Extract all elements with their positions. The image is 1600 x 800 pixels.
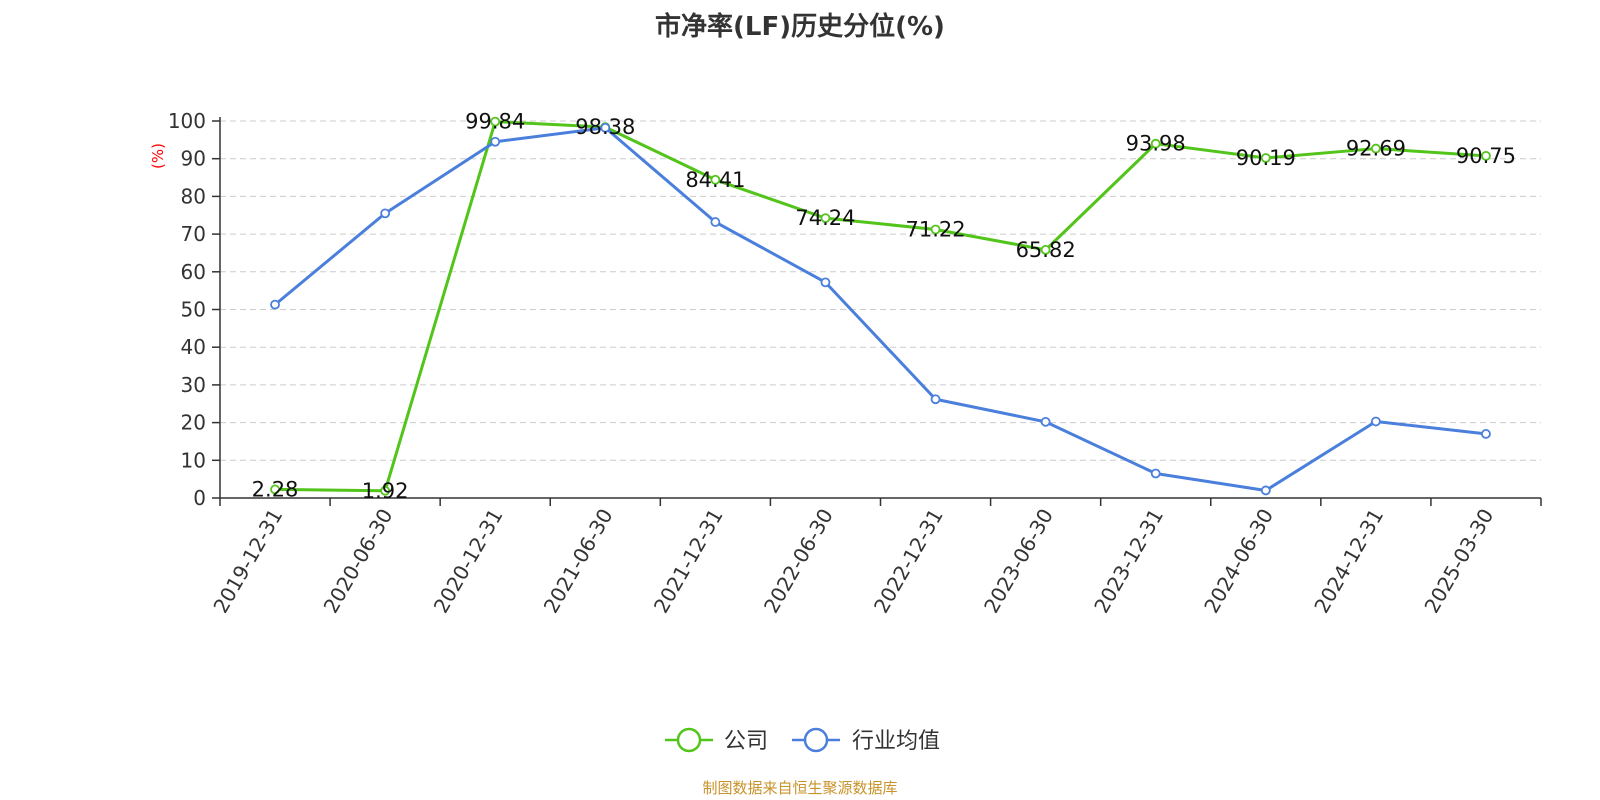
data-point [1040,416,1051,427]
y-tick-label: 0 [193,486,206,510]
x-tick-label: 2023-06-30 [979,505,1058,618]
data-label: 1.92 [362,479,409,503]
data-point [600,122,611,133]
data-label: 90.19 [1236,146,1296,170]
legend: 公司 行业均值 [665,727,940,754]
data-point [710,217,721,227]
y-tick-label: 20 [181,411,206,435]
gridlines [220,120,1541,461]
data-point [1260,153,1271,163]
data-point [1150,468,1161,479]
legend-label: 行业均值 [852,729,940,754]
y-tick-label: 10 [181,448,206,472]
legend-swatch-circle [676,727,702,753]
data-label: 65.82 [1016,238,1076,262]
series [270,116,1491,496]
y-tick-label: 100 [168,109,206,133]
source-note: 制图数据来自恒生聚源数据库 [702,779,898,797]
data-point [490,116,501,127]
data-point [1481,429,1491,439]
data-point [380,485,391,496]
data-label: 92.69 [1346,137,1406,161]
series-industry-avg [270,122,1491,496]
data-point [710,174,721,185]
data-label: 74.24 [795,206,855,230]
y-axis-label: (%) [149,143,167,169]
x-tick-label: 2020-12-31 [429,505,508,618]
data-point [270,299,280,310]
y-tick-label: 60 [181,260,206,284]
y-tick-label: 80 [181,184,206,208]
data-label: 90.75 [1456,144,1516,168]
x-tick-label: 2021-12-31 [649,505,728,618]
x-tick-label: 2019-12-31 [208,505,287,618]
x-tick-label: 2020-06-30 [319,505,398,618]
data-label: 99.84 [465,110,525,134]
x-tick-label: 2022-06-30 [759,505,838,618]
legend-item-company[interactable]: 公司 [665,727,768,754]
data-point [490,136,501,147]
axes: 0 10 20 30 40 50 60 70 80 90 100 2019-12-31 2020-06-… [168,109,1542,618]
x-tick-label: 2022-12-31 [869,505,948,618]
data-point [1260,485,1271,496]
data-point [1040,244,1051,255]
data-label: 93.98 [1126,132,1186,156]
chart-title: 市净率(LF)历史分位(%) [655,12,945,42]
data-point [270,484,280,495]
x-tick-label: 2024-12-31 [1309,505,1388,618]
legend-swatch-circle [803,727,829,753]
data-point [820,213,831,224]
y-tick-label: 50 [181,298,206,322]
y-tick-label: 70 [181,222,206,246]
data-point [1370,416,1381,427]
legend-item-industry-avg[interactable]: 行业均值 [792,727,940,754]
y-tick-label: 40 [181,335,206,359]
x-tick-label: 2021-06-30 [539,505,618,618]
data-labels: 2.28 1.92 99.84 98.38 84.41 74.24 71.22 65.82 93… [252,110,1516,503]
y-tick-label: 30 [181,373,206,397]
x-tick-label: 2024-06-30 [1199,505,1278,618]
data-point [930,224,941,235]
x-tick-label: 2023-12-31 [1089,505,1168,618]
x-tick-label: 2025-03-30 [1419,505,1498,618]
data-label: 84.41 [685,168,745,192]
data-point [380,208,391,219]
data-point [1481,150,1491,161]
data-point [820,277,831,288]
y-tick-label: 90 [181,147,206,171]
legend-label: 公司 [724,729,768,754]
series-line [275,120,1487,493]
data-label: 2.28 [252,477,299,501]
data-label: 71.22 [905,218,965,242]
data-label: 98.38 [575,115,635,139]
data-point [1370,143,1381,154]
series-line [274,126,1487,492]
data-point [1150,138,1161,149]
series-company [270,116,1491,496]
data-point [930,394,941,405]
